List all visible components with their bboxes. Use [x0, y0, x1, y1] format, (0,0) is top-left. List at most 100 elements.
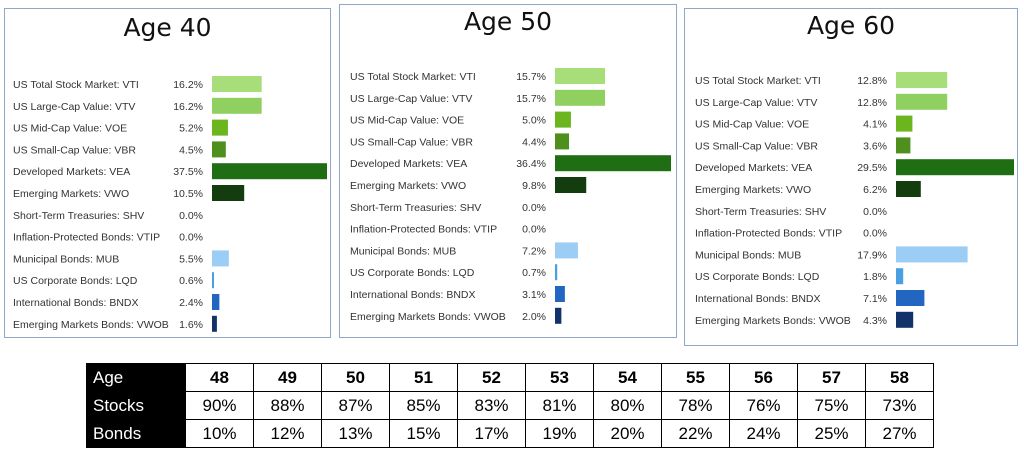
bar	[896, 72, 948, 88]
table-row-age: Age 48 49 50 51 52 53 54 55 56 57 58	[86, 363, 934, 392]
category-label: US Large-Cap Value: VTV	[350, 93, 472, 105]
bonds-cell: 27%	[865, 419, 934, 448]
row-header-bonds: Bonds	[86, 419, 186, 448]
bar	[896, 268, 904, 285]
age-cell: 57	[797, 363, 866, 392]
bar-chart-svg: US Total Stock Market: VTI 16.2% US Large-…	[13, 76, 327, 332]
value-label: 12.8%	[857, 97, 887, 109]
category-label: Short-Term Treasuries: SHV	[695, 206, 826, 218]
value-label: 2.0%	[522, 311, 546, 323]
bar	[896, 246, 968, 263]
value-label: 9.8%	[522, 180, 546, 192]
category-label: Inflation-Protected Bonds: VTIP	[695, 228, 842, 240]
stock-bond-allocation-table: Age 48 49 50 51 52 53 54 55 56 57 58 Sto…	[86, 363, 934, 448]
category-label: US Total Stock Market: VTI	[350, 71, 476, 83]
chart-title: Age 40	[123, 13, 212, 42]
value-label: 1.6%	[179, 319, 203, 331]
bar	[555, 133, 570, 150]
value-label: 0.6%	[179, 275, 203, 287]
bonds-cell: 13%	[321, 419, 390, 448]
value-label: 5.5%	[179, 253, 203, 265]
table-row-stocks: Stocks 90% 88% 87% 85% 83% 81% 80% 78% 7…	[86, 391, 934, 420]
bar	[896, 115, 913, 132]
age-cell: 49	[253, 363, 322, 392]
value-label: 4.5%	[179, 144, 203, 156]
bar	[896, 311, 914, 328]
age-cell: 55	[661, 363, 730, 392]
table-row-bonds: Bonds 10% 12% 13% 15% 17% 19% 20% 22% 24…	[86, 419, 934, 448]
value-label: 4.4%	[522, 136, 546, 148]
value-label: 36.4%	[516, 158, 546, 170]
value-label: 6.2%	[863, 184, 887, 196]
bar	[212, 141, 226, 158]
category-label: US Small-Cap Value: VBR	[13, 144, 136, 156]
value-label: 2.4%	[179, 297, 203, 309]
category-label: Emerging Markets Bonds: VWOB	[695, 315, 851, 327]
category-label: US Corporate Bonds: LQD	[350, 267, 475, 279]
bar-chart-svg: US Total Stock Market: VTI 15.7% US Large-…	[350, 68, 671, 324]
category-label: US Large-Cap Value: VTV	[13, 101, 135, 113]
category-label: International Bonds: BNDX	[13, 297, 139, 309]
value-label: 15.7%	[516, 93, 546, 105]
value-label: 1.8%	[863, 271, 887, 283]
category-label: US Small-Cap Value: VBR	[350, 136, 473, 148]
bar	[555, 286, 565, 302]
stocks-cell: 75%	[797, 391, 866, 420]
category-label: Municipal Bonds: MUB	[350, 245, 456, 257]
age-cell: 56	[729, 363, 798, 392]
allocation-chart-age-40: Age 40 US Total Stock Market: VTI 16.2% US…	[4, 8, 331, 338]
category-label: US Corporate Bonds: LQD	[13, 275, 138, 287]
bar	[212, 315, 217, 332]
age-cell: 51	[389, 363, 458, 392]
value-label: 4.1%	[863, 119, 887, 131]
category-label: Short-Term Treasuries: SHV	[350, 202, 481, 214]
stocks-cell: 90%	[185, 391, 254, 420]
bar	[555, 307, 562, 324]
bonds-cell: 22%	[661, 419, 730, 448]
bonds-cell: 10%	[185, 419, 254, 448]
stocks-cell: 87%	[321, 391, 390, 420]
bonds-cell: 19%	[525, 419, 594, 448]
value-label: 12.8%	[857, 75, 887, 87]
value-label: 0.0%	[863, 206, 887, 218]
bar	[212, 250, 229, 267]
stocks-cell: 73%	[865, 391, 934, 420]
value-label: 0.7%	[522, 267, 546, 279]
bar	[896, 137, 911, 154]
stocks-cell: 85%	[389, 391, 458, 420]
category-label: Municipal Bonds: MUB	[13, 253, 119, 265]
age-cell: 53	[525, 363, 594, 392]
bar	[896, 181, 921, 197]
category-label: US Mid-Cap Value: VOE	[695, 119, 809, 131]
bar	[212, 272, 214, 289]
stocks-cell: 80%	[593, 391, 662, 420]
bar-chart-svg: US Total Stock Market: VTI 12.8% US Large-…	[695, 72, 1014, 328]
category-label: Emerging Markets: VWO	[13, 188, 129, 200]
value-label: 5.0%	[522, 115, 546, 127]
value-label: 0.0%	[179, 232, 203, 244]
bar	[212, 163, 327, 180]
allocation-chart-age-50: Age 50 US Total Stock Market: VTI 15.7% US…	[339, 4, 677, 338]
value-label: 0.0%	[522, 202, 546, 214]
category-label: US Mid-Cap Value: VOE	[350, 115, 464, 127]
bar	[212, 119, 228, 136]
age-cell: 52	[457, 363, 526, 392]
value-label: 37.5%	[173, 166, 203, 178]
bar	[555, 89, 606, 106]
stocks-cell: 83%	[457, 391, 526, 420]
bar	[555, 111, 571, 128]
stocks-cell: 76%	[729, 391, 798, 420]
bar	[555, 242, 578, 259]
allocation-chart-age-60: Age 60 US Total Stock Market: VTI 12.8% US…	[684, 8, 1018, 346]
category-label: Municipal Bonds: MUB	[695, 249, 801, 261]
bonds-cell: 12%	[253, 419, 322, 448]
value-label: 7.2%	[522, 245, 546, 257]
category-label: International Bonds: BNDX	[695, 293, 821, 305]
bar	[555, 68, 606, 84]
value-label: 3.1%	[522, 289, 546, 301]
bar	[896, 93, 948, 110]
value-label: 15.7%	[516, 71, 546, 83]
age-cell: 54	[593, 363, 662, 392]
bonds-cell: 17%	[457, 419, 526, 448]
bar	[212, 294, 220, 310]
